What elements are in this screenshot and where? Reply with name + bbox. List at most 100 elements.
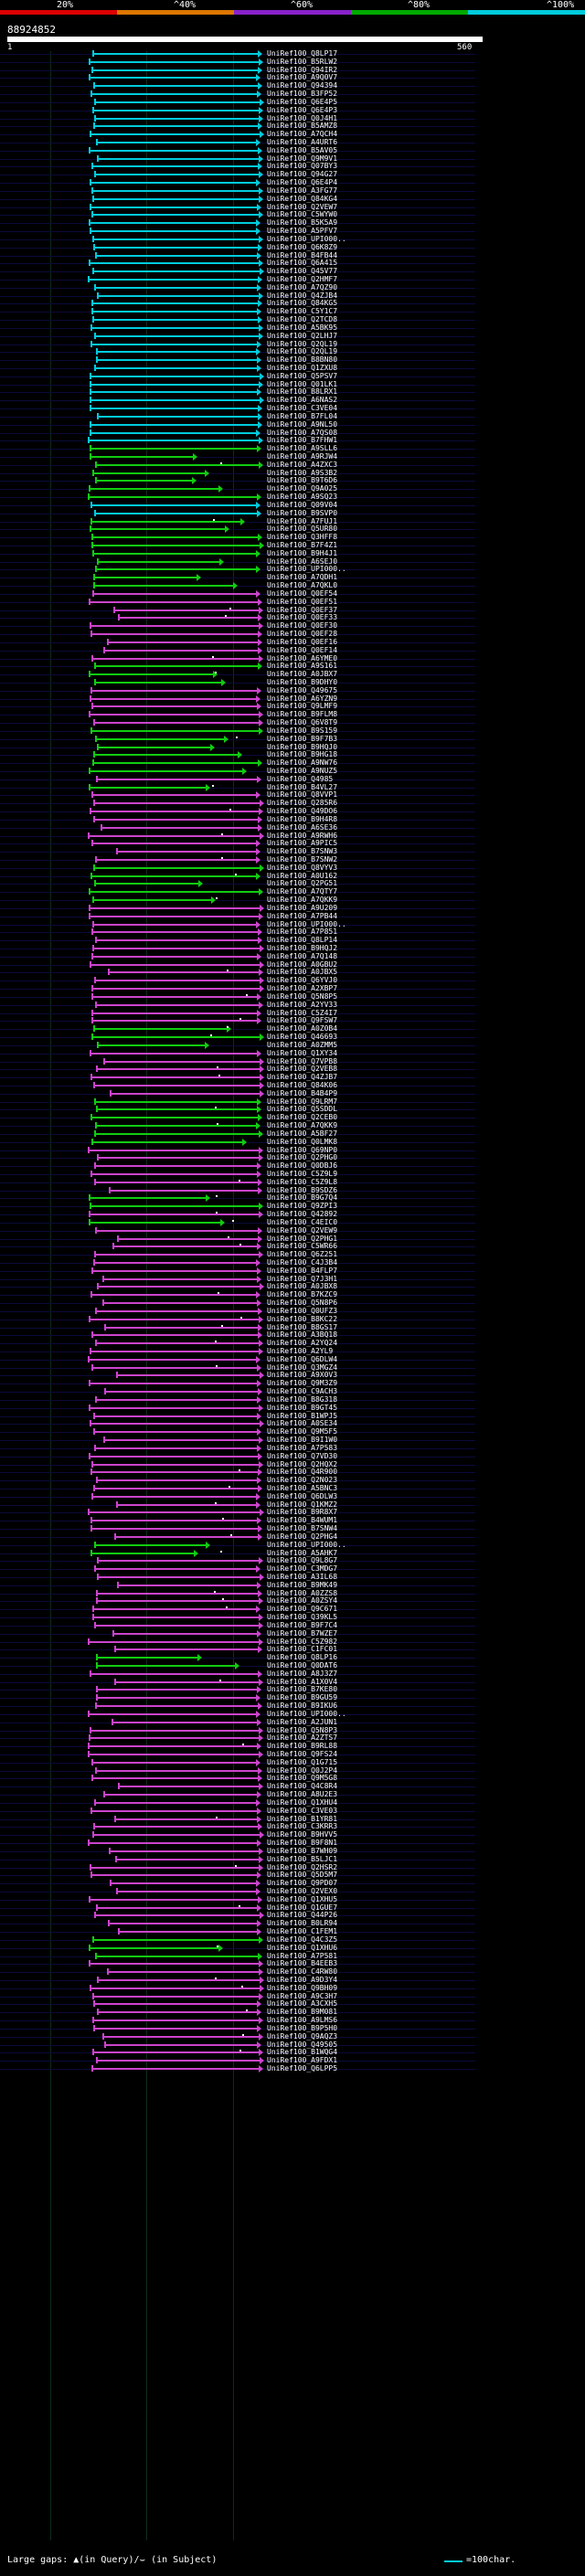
hit-label[interactable]: UniRef100_Q285R6 bbox=[267, 799, 338, 807]
hit-bar[interactable] bbox=[92, 270, 260, 272]
hit-label[interactable]: UniRef100_A9RJW4 bbox=[267, 452, 338, 461]
hit-label[interactable]: UniRef100_C9ACH3 bbox=[267, 1387, 338, 1395]
hit-bar[interactable] bbox=[95, 480, 192, 482]
hit-bar[interactable] bbox=[92, 924, 256, 926]
hit-label[interactable]: UniRef100_B4WUM1 bbox=[267, 1516, 338, 1524]
hit-bar[interactable] bbox=[94, 1544, 206, 1546]
hit-bar[interactable] bbox=[91, 1270, 257, 1272]
hit-label[interactable]: UniRef100_A9S161 bbox=[267, 662, 338, 670]
hit-bar[interactable] bbox=[93, 802, 260, 804]
hit-bar[interactable] bbox=[94, 1133, 259, 1135]
hit-bar[interactable] bbox=[94, 1568, 256, 1570]
hit-label[interactable]: UniRef100_C5WYW0 bbox=[267, 210, 338, 218]
hit-label[interactable]: UniRef100_B9GU59 bbox=[267, 1693, 338, 1701]
hit-bar[interactable] bbox=[90, 811, 259, 812]
hit-label[interactable]: UniRef100_A1X0V4 bbox=[267, 1678, 338, 1686]
hit-bar[interactable] bbox=[91, 536, 258, 538]
hit-label[interactable]: UniRef100_Q9M5F5 bbox=[267, 1427, 338, 1436]
hit-label[interactable]: UniRef100_Q5SDDL bbox=[267, 1105, 338, 1113]
hit-bar[interactable] bbox=[93, 1028, 227, 1030]
hit-bar[interactable] bbox=[96, 1907, 257, 1909]
hit-bar[interactable] bbox=[91, 69, 258, 71]
hit-bar[interactable] bbox=[115, 1859, 259, 1860]
hit-bar[interactable] bbox=[90, 698, 256, 700]
hit-label[interactable]: UniRef100_UPI000.. bbox=[267, 1541, 346, 1549]
hit-label[interactable]: UniRef100_Q5N8P6 bbox=[267, 1299, 338, 1307]
hit-label[interactable]: UniRef100_Q9FS24 bbox=[267, 1750, 338, 1758]
hit-label[interactable]: UniRef100_A9SQ23 bbox=[267, 493, 338, 501]
hit-label[interactable]: UniRef100_Q7J3H1 bbox=[267, 1275, 338, 1283]
hit-label[interactable]: UniRef100_Q0LMK8 bbox=[267, 1138, 338, 1146]
hit-label[interactable]: UniRef100_Q4R900 bbox=[267, 1468, 338, 1476]
hit-label[interactable]: UniRef100_B4VL27 bbox=[267, 783, 338, 791]
hit-bar[interactable] bbox=[88, 1842, 257, 1844]
hit-label[interactable]: UniRef100_Q7VPB8 bbox=[267, 1057, 338, 1065]
hit-label[interactable]: UniRef100_Q1ZXU8 bbox=[267, 364, 338, 372]
hit-label[interactable]: UniRef100_A0U162 bbox=[267, 872, 338, 880]
hit-bar[interactable] bbox=[90, 1988, 260, 1989]
hit-label[interactable]: UniRef100_B8LRX1 bbox=[267, 387, 338, 396]
hit-label[interactable]: UniRef100_A9FDX1 bbox=[267, 2056, 338, 2064]
hit-bar[interactable] bbox=[97, 1979, 260, 1981]
hit-bar[interactable] bbox=[96, 359, 257, 361]
hit-bar[interactable] bbox=[94, 1182, 258, 1183]
hit-bar[interactable] bbox=[92, 1834, 260, 1836]
hit-label[interactable]: UniRef100_Q49675 bbox=[267, 686, 338, 694]
hit-label[interactable]: UniRef100_Q1XHU6 bbox=[267, 1944, 338, 1952]
hit-label[interactable]: UniRef100_B9F7B3 bbox=[267, 735, 338, 743]
hit-bar[interactable] bbox=[91, 165, 258, 167]
hit-label[interactable]: UniRef100_B7SNW4 bbox=[267, 1524, 338, 1532]
hit-bar[interactable] bbox=[93, 1085, 260, 1087]
hit-label[interactable]: UniRef100_A9D3Y4 bbox=[267, 1976, 338, 1984]
hit-label[interactable]: UniRef100_B3FP52 bbox=[267, 90, 338, 98]
hit-bar[interactable] bbox=[88, 1511, 260, 1513]
hit-label[interactable]: UniRef100_A0JBX5 bbox=[267, 968, 338, 976]
hit-bar[interactable] bbox=[94, 1447, 257, 1449]
hit-bar[interactable] bbox=[116, 1374, 260, 1376]
hit-label[interactable]: UniRef100_C3VE04 bbox=[267, 404, 338, 412]
hit-bar[interactable] bbox=[94, 335, 259, 337]
hit-label[interactable]: UniRef100_B9MK49 bbox=[267, 1581, 338, 1589]
hit-bar[interactable] bbox=[109, 1190, 258, 1192]
hit-bar[interactable] bbox=[92, 1617, 259, 1618]
hit-label[interactable]: UniRef100_Q8LP14 bbox=[267, 936, 338, 944]
hit-bar[interactable] bbox=[97, 1286, 260, 1288]
hit-bar[interactable] bbox=[91, 843, 256, 844]
hit-bar[interactable] bbox=[95, 1705, 258, 1707]
hit-bar[interactable] bbox=[90, 1076, 260, 1078]
hit-bar[interactable] bbox=[94, 1625, 259, 1627]
hit-label[interactable]: UniRef100_A5BK95 bbox=[267, 323, 338, 332]
hit-label[interactable]: UniRef100_A7Q148 bbox=[267, 952, 338, 960]
hit-bar[interactable] bbox=[95, 464, 259, 466]
hit-label[interactable]: UniRef100_B9GT45 bbox=[267, 1404, 338, 1412]
hit-label[interactable]: UniRef100_B9DHY0 bbox=[267, 678, 338, 686]
hit-label[interactable]: UniRef100_A6SE36 bbox=[267, 823, 338, 832]
hit-bar[interactable] bbox=[91, 214, 259, 216]
hit-label[interactable]: UniRef100_A9RWH6 bbox=[267, 832, 338, 840]
hit-bar[interactable] bbox=[94, 367, 257, 369]
hit-label[interactable]: UniRef100_B9HQJ0 bbox=[267, 743, 338, 751]
hit-bar[interactable] bbox=[94, 174, 259, 175]
hit-bar[interactable] bbox=[96, 1068, 260, 1070]
hit-label[interactable]: UniRef100_A7P581 bbox=[267, 1952, 338, 1960]
hit-label[interactable]: UniRef100_A6NAS2 bbox=[267, 396, 338, 404]
hit-label[interactable]: UniRef100_B7KE80 bbox=[267, 1685, 338, 1693]
hit-label[interactable]: UniRef100_Q4C3Z5 bbox=[267, 1935, 338, 1944]
hit-bar[interactable] bbox=[90, 391, 257, 393]
hit-label[interactable]: UniRef100_Q6E4P3 bbox=[267, 106, 338, 114]
hit-bar[interactable] bbox=[90, 327, 259, 329]
hit-label[interactable]: UniRef100_Q9FSW7 bbox=[267, 1016, 338, 1024]
hit-bar[interactable] bbox=[91, 1036, 260, 1038]
hit-bar[interactable] bbox=[91, 1777, 258, 1779]
hit-label[interactable]: UniRef100_B7FHW1 bbox=[267, 436, 338, 444]
hit-bar[interactable] bbox=[114, 1648, 258, 1650]
hit-bar[interactable] bbox=[89, 222, 256, 224]
hit-bar[interactable] bbox=[88, 1359, 256, 1361]
hit-bar[interactable] bbox=[90, 408, 258, 409]
hit-label[interactable]: UniRef100_B9T6D6 bbox=[267, 476, 338, 484]
hit-label[interactable]: UniRef100_Q4ZJB4 bbox=[267, 292, 338, 300]
hit-bar[interactable] bbox=[94, 883, 198, 885]
hit-bar[interactable] bbox=[90, 448, 257, 450]
hit-label[interactable]: UniRef100_Q6LPP5 bbox=[267, 2064, 338, 2072]
hit-bar[interactable] bbox=[89, 770, 242, 772]
